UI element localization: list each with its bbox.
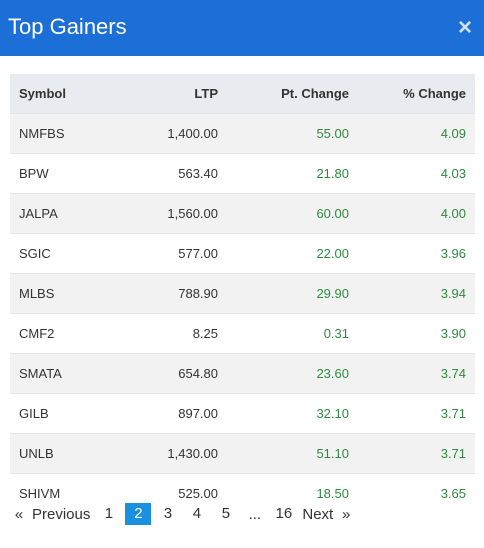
cell-symbol: UNLB [10, 433, 132, 474]
first-page-icon[interactable]: « [14, 505, 24, 523]
cell-pt-change: 32.10 [227, 393, 358, 434]
page-button-5[interactable]: 5 [221, 505, 231, 522]
cell-symbol: JALPA [10, 193, 132, 234]
cell-symbol: SHIVM [10, 473, 132, 513]
table-row[interactable]: MLBS 788.90 29.90 3.94 [10, 273, 475, 314]
column-header-ltp: LTP [132, 74, 227, 114]
table-row[interactable]: GILB 897.00 32.10 3.71 [10, 393, 475, 434]
table-row[interactable]: BPW 563.40 21.80 4.03 [10, 153, 475, 194]
cell-pt-change: 55.00 [227, 113, 358, 154]
top-gainers-table: Symbol LTP Pt. Change % Change NMFBS 1,4… [10, 74, 475, 513]
cell-pct-change: 3.94 [358, 273, 475, 314]
cell-ltp: 1,430.00 [132, 433, 227, 474]
pagination: « Previous 1 2 3 4 5 ... 16 Next » [10, 502, 355, 526]
cell-ltp: 8.25 [132, 313, 227, 354]
page-button-3[interactable]: 3 [163, 505, 173, 522]
table-row[interactable]: UNLB 1,430.00 51.10 3.71 [10, 433, 475, 474]
page-button-1[interactable]: 1 [104, 505, 114, 522]
cell-ltp: 654.80 [132, 353, 227, 394]
cell-pt-change: 21.80 [227, 153, 358, 194]
cell-symbol: GILB [10, 393, 132, 434]
pagination-ellipsis: ... [248, 505, 262, 523]
cell-pct-change: 3.96 [358, 233, 475, 274]
cell-pt-change: 0.31 [227, 313, 358, 354]
cell-pct-change: 3.65 [358, 473, 475, 513]
close-icon[interactable]: × [457, 14, 472, 41]
cell-symbol: MLBS [10, 273, 132, 314]
cell-pct-change: 4.03 [358, 153, 475, 194]
column-header-pct-change: % Change [358, 74, 475, 114]
cell-symbol: SMATA [10, 353, 132, 394]
cell-ltp: 788.90 [132, 273, 227, 314]
cell-pct-change: 3.90 [358, 313, 475, 354]
cell-pct-change: 3.71 [358, 393, 475, 434]
cell-ltp: 1,400.00 [132, 113, 227, 154]
cell-ltp: 563.40 [132, 153, 227, 194]
cell-pt-change: 51.10 [227, 433, 358, 474]
modal-title: Top Gainers [8, 14, 127, 39]
next-page-button[interactable]: Next [302, 505, 334, 523]
cell-ltp: 525.00 [132, 473, 227, 513]
cell-pt-change: 23.60 [227, 353, 358, 394]
table-row[interactable]: SGIC 577.00 22.00 3.96 [10, 233, 475, 274]
cell-pct-change: 4.00 [358, 193, 475, 234]
table-row[interactable]: NMFBS 1,400.00 55.00 4.09 [10, 113, 475, 154]
top-gainers-table-container: Symbol LTP Pt. Change % Change NMFBS 1,4… [10, 74, 475, 513]
page-button-16[interactable]: 16 [275, 505, 293, 522]
cell-pt-change: 22.00 [227, 233, 358, 274]
cell-pt-change: 60.00 [227, 193, 358, 234]
table-row[interactable]: JALPA 1,560.00 60.00 4.00 [10, 193, 475, 234]
cell-symbol: BPW [10, 153, 132, 194]
cell-symbol: NMFBS [10, 113, 132, 154]
cell-symbol: CMF2 [10, 313, 132, 354]
page-button-4[interactable]: 4 [192, 505, 202, 522]
cell-pt-change: 18.50 [227, 473, 358, 513]
cell-ltp: 897.00 [132, 393, 227, 434]
cell-pt-change: 29.90 [227, 273, 358, 314]
column-header-pt-change: Pt. Change [227, 74, 358, 114]
cell-ltp: 577.00 [132, 233, 227, 274]
cell-pct-change: 3.74 [358, 353, 475, 394]
previous-page-button[interactable]: Previous [32, 505, 91, 523]
cell-ltp: 1,560.00 [132, 193, 227, 234]
table-header-row: Symbol LTP Pt. Change % Change [10, 74, 475, 114]
cell-pct-change: 4.09 [358, 113, 475, 154]
page-button-2-current[interactable]: 2 [125, 503, 152, 525]
table-row[interactable]: SHIVM 525.00 18.50 3.65 [10, 473, 475, 513]
modal-header: Top Gainers × [0, 0, 484, 56]
cell-pct-change: 3.71 [358, 433, 475, 474]
column-header-symbol: Symbol [10, 74, 132, 114]
cell-symbol: SGIC [10, 233, 132, 274]
last-page-icon[interactable]: » [342, 505, 351, 523]
table-row[interactable]: CMF2 8.25 0.31 3.90 [10, 313, 475, 354]
table-row[interactable]: SMATA 654.80 23.60 3.74 [10, 353, 475, 394]
